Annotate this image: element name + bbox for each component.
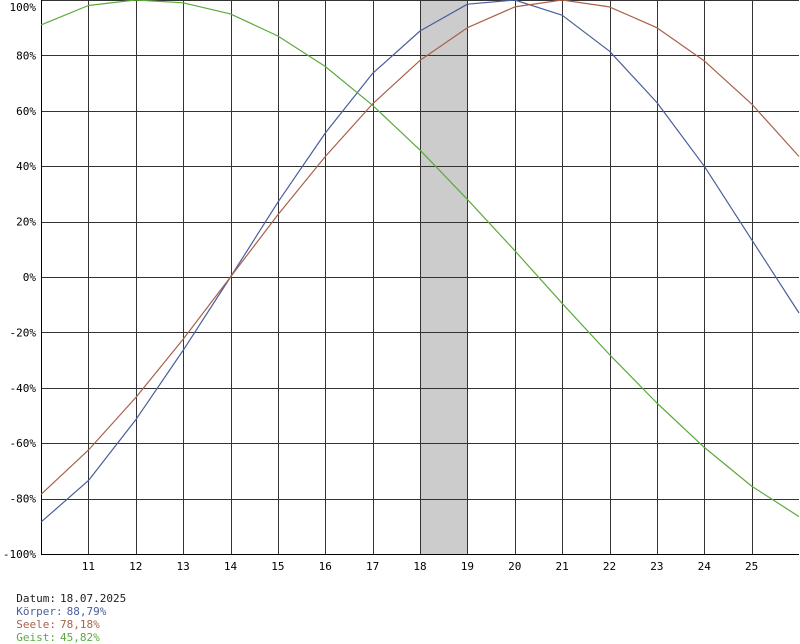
x-tick-label: 18 <box>413 560 426 573</box>
y-tick-label: 40% <box>16 160 36 173</box>
y-tick-label: -60% <box>10 437 37 450</box>
biorhythm-chart: 100%80%60%40%20%0%-20%-40%-60%-80%-100% … <box>3 0 800 573</box>
y-tick-label: -40% <box>10 382 37 395</box>
grid <box>41 0 799 555</box>
seele-value: 78,18% <box>60 618 100 631</box>
x-tick-label: 12 <box>129 560 142 573</box>
x-tick-label: 15 <box>271 560 284 573</box>
y-tick-label: 60% <box>16 105 36 118</box>
x-tick-label: 21 <box>556 560 569 573</box>
status-bar: Datum: 18.07.2025 Körper: 88,79% Seele: 78,… <box>3 579 134 644</box>
series-line-geist <box>40 0 800 518</box>
geist-value: 45,82% <box>60 631 100 644</box>
y-tick-label: 0% <box>23 271 37 284</box>
x-tick-label: 20 <box>508 560 521 573</box>
x-tick-label: 11 <box>82 560 95 573</box>
y-tick-label: -100% <box>3 548 36 561</box>
series-line-seele <box>40 0 800 495</box>
y-tick-label: -80% <box>10 493 37 506</box>
seele-label: Seele: <box>16 618 56 631</box>
x-tick-label: 19 <box>461 560 474 573</box>
x-tick-label: 25 <box>745 560 758 573</box>
x-tick-label: 14 <box>224 560 238 573</box>
y-tick-label: 20% <box>16 216 36 229</box>
y-axis-tick-labels: 100% 80% 60% 40% 20% 0% -20% -40% -60% -80% -100% <box>3 1 36 561</box>
geist-label: Geist: <box>16 631 56 644</box>
date-value: 18.07.2025 <box>60 592 127 605</box>
y-tick-label: -20% <box>10 326 37 339</box>
y-tick-label: 100% <box>10 1 37 14</box>
y-tick-label: 80% <box>16 49 36 62</box>
x-tick-label: 13 <box>177 560 190 573</box>
x-axis-tick-labels: 11 12 13 14 15 16 17 18 19 20 21 22 23 24 25 <box>82 560 759 573</box>
x-tick-label: 23 <box>650 560 663 573</box>
x-tick-label: 17 <box>366 560 379 573</box>
koerper-label: Körper: <box>16 605 63 618</box>
x-tick-label: 16 <box>319 560 332 573</box>
koerper-value: 88,79% <box>66 605 107 618</box>
series-lines <box>40 0 800 523</box>
x-tick-label: 22 <box>603 560 616 573</box>
date-label: Datum: <box>16 592 56 605</box>
x-tick-label: 24 <box>698 560 712 573</box>
series-line-k-rper <box>40 0 800 523</box>
